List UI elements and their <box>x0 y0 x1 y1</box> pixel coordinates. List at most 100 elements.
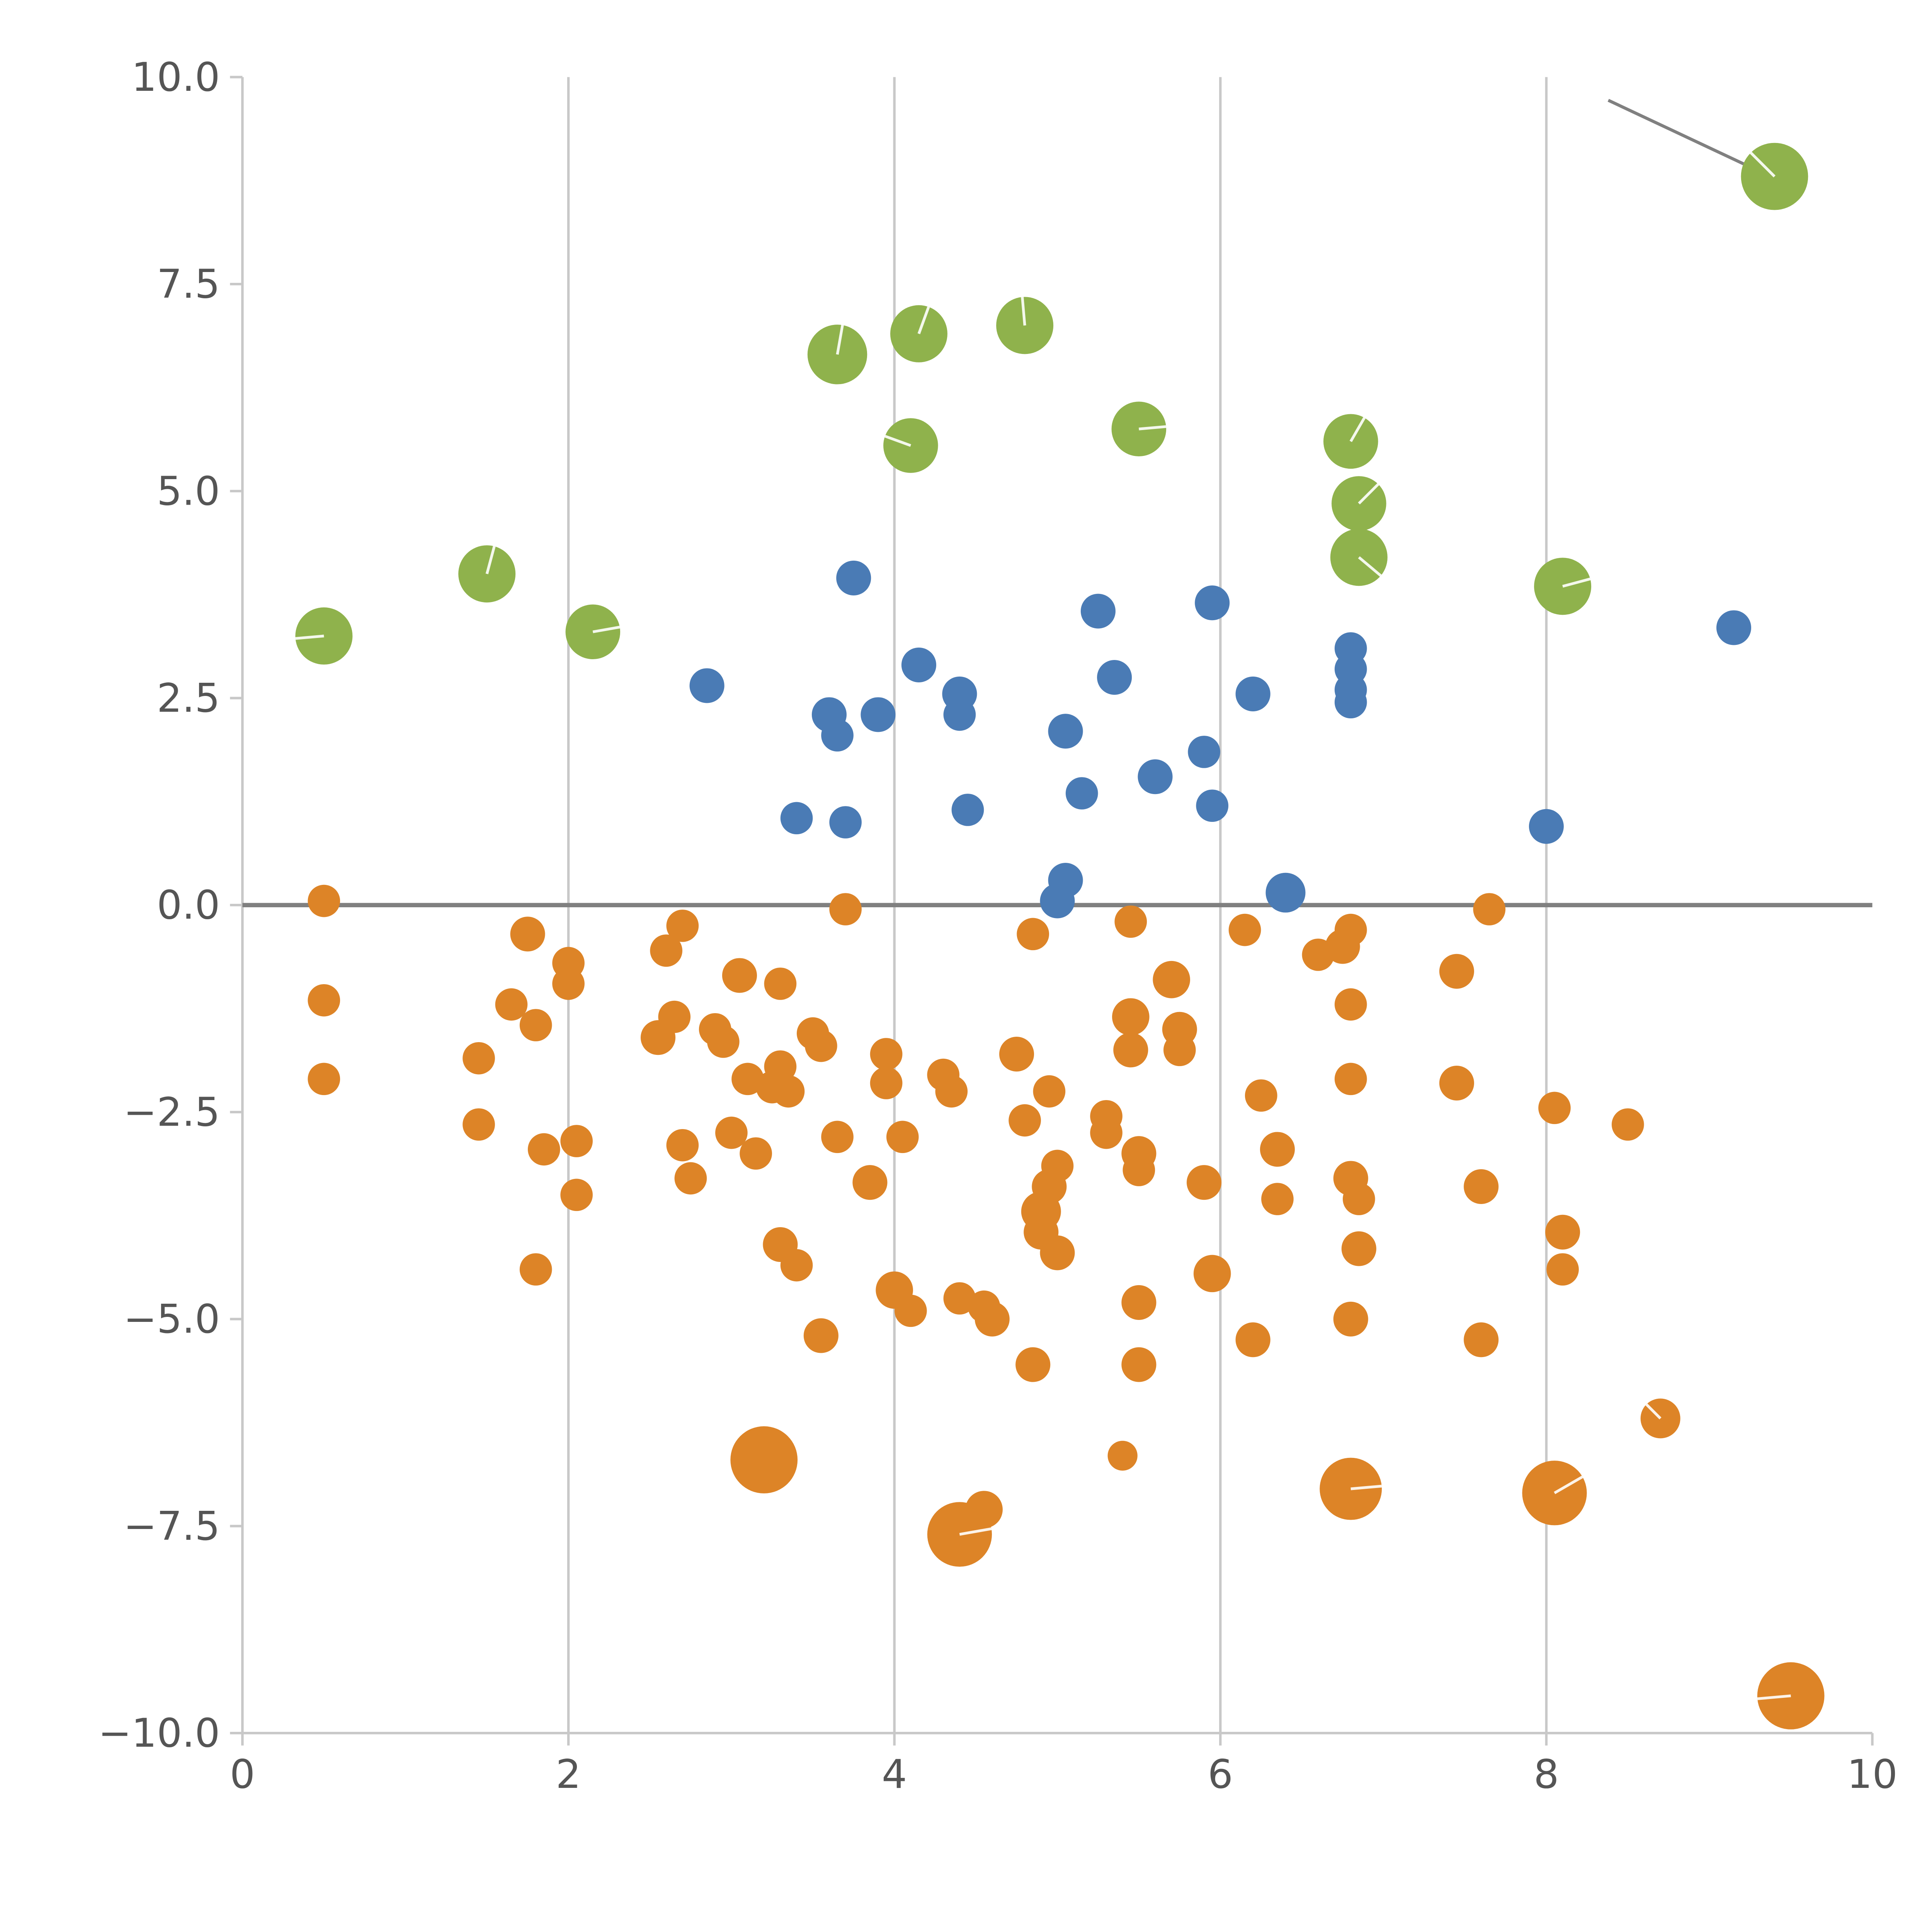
data-point <box>883 418 938 473</box>
data-point <box>1041 1150 1074 1182</box>
data-point <box>764 968 797 1000</box>
data-point <box>1334 988 1367 1021</box>
data-point <box>821 1121 854 1153</box>
data-point <box>890 305 947 362</box>
data-point <box>510 917 545 952</box>
data-point <box>689 668 724 703</box>
data-point <box>1048 863 1083 898</box>
data-point <box>1343 1183 1375 1215</box>
data-point <box>1261 1183 1294 1215</box>
data-point <box>780 1249 813 1282</box>
data-point <box>560 1125 593 1157</box>
data-point <box>1080 594 1116 629</box>
data-point <box>1193 1255 1231 1293</box>
bubble-highlight-tick <box>884 435 912 447</box>
data-point <box>943 1282 976 1315</box>
data-point <box>658 1000 691 1033</box>
data-point <box>829 893 862 925</box>
data-point <box>650 934 682 967</box>
data-point <box>1334 686 1367 719</box>
y-tick-label: −7.5 <box>123 1503 220 1549</box>
data-point <box>1163 1034 1196 1066</box>
data-point <box>519 1253 552 1286</box>
data-point <box>1464 1169 1499 1204</box>
bubble-highlight-tick <box>1358 556 1382 577</box>
data-point <box>1112 998 1150 1036</box>
bubble-highlight-tick <box>1757 1694 1791 1700</box>
data-point <box>1017 918 1049 951</box>
data-point <box>1138 759 1173 794</box>
data-point <box>965 1491 1003 1528</box>
data-point <box>1090 1116 1122 1149</box>
data-point <box>772 1075 805 1108</box>
data-point <box>1113 1032 1148 1068</box>
data-point <box>829 806 862 838</box>
data-point <box>1464 1322 1499 1357</box>
bubble-highlight-tick <box>1349 417 1366 442</box>
y-tick-label: 2.5 <box>157 675 220 721</box>
data-point <box>1114 905 1147 938</box>
data-point <box>1260 1132 1295 1167</box>
y-tick-label: 7.5 <box>157 261 220 308</box>
data-point <box>764 1050 797 1083</box>
data-point <box>780 802 813 835</box>
annotation-line <box>1607 99 1762 174</box>
x-tick-label: 2 <box>556 1751 581 1798</box>
data-point <box>1188 736 1220 768</box>
data-point <box>1107 1440 1138 1471</box>
bubble-highlight-tick <box>1645 1403 1662 1420</box>
data-point <box>1121 1347 1156 1382</box>
data-point <box>1097 660 1132 695</box>
data-point <box>935 1075 968 1108</box>
data-point <box>1545 1214 1580 1250</box>
data-point <box>803 1318 838 1353</box>
data-point <box>861 697 896 732</box>
data-point <box>722 958 757 993</box>
data-point <box>463 1108 495 1141</box>
data-point <box>308 1063 340 1095</box>
data-point <box>951 794 984 826</box>
data-point <box>1334 1063 1367 1095</box>
data-point <box>463 1042 495 1075</box>
data-point <box>886 1121 919 1153</box>
data-point <box>731 1063 764 1095</box>
data-point <box>560 1179 593 1211</box>
data-point <box>1538 1092 1571 1124</box>
bubble-highlight-tick <box>917 306 930 334</box>
y-tick-label: 5.0 <box>157 468 220 514</box>
data-point <box>1439 1066 1474 1101</box>
bubble-highlight-tick <box>959 1527 992 1536</box>
y-tick-label: 0.0 <box>157 882 220 929</box>
data-point <box>1330 529 1388 586</box>
data-point <box>943 698 976 731</box>
x-tick-label: 6 <box>1208 1751 1233 1798</box>
data-point <box>870 1038 903 1070</box>
data-point <box>1195 585 1230 621</box>
bubble-highlight-tick <box>1358 483 1379 505</box>
data-point <box>901 647 936 682</box>
data-point <box>1121 1285 1156 1320</box>
data-point <box>495 988 528 1021</box>
bubble-highlight-tick <box>1554 1475 1583 1494</box>
data-point <box>821 719 854 752</box>
data-point <box>666 910 699 942</box>
data-point <box>1529 809 1564 844</box>
bubble-highlight-tick <box>1750 151 1776 178</box>
x-tick-label: 8 <box>1534 1751 1559 1798</box>
bubble-highlight-tick <box>1562 577 1591 588</box>
data-point <box>807 325 867 384</box>
data-point <box>1333 1301 1368 1337</box>
data-point <box>1473 893 1506 925</box>
data-point <box>740 1137 772 1170</box>
data-point <box>519 1009 552 1041</box>
data-point <box>1122 1154 1155 1186</box>
data-point <box>805 1029 837 1062</box>
data-point <box>968 1290 1000 1323</box>
data-point <box>1341 1231 1376 1266</box>
data-point <box>1065 777 1098 810</box>
data-point <box>1228 913 1261 946</box>
data-point <box>1040 1235 1075 1270</box>
data-point <box>527 1133 560 1166</box>
